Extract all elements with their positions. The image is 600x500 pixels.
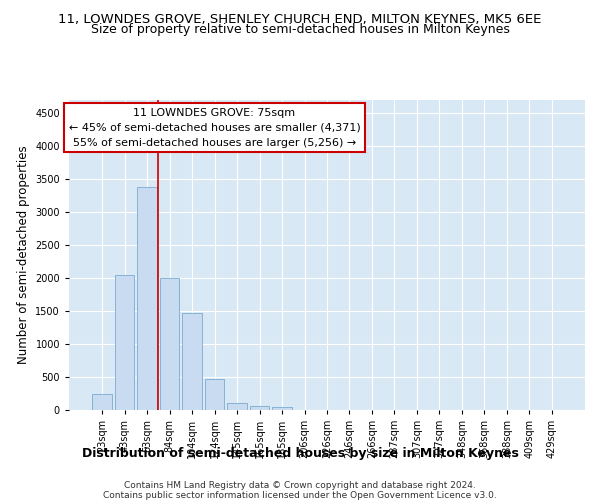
Text: Contains public sector information licensed under the Open Government Licence v3: Contains public sector information licen… (103, 491, 497, 500)
Bar (160, 278, 179, 410)
Y-axis label: Number of semi-detached properties: Number of semi-detached properties (17, 146, 29, 364)
Bar (227, 404, 247, 410)
Text: 11, LOWNDES GROVE, SHENLEY CHURCH END, MILTON KEYNES, MK5 6EE: 11, LOWNDES GROVE, SHENLEY CHURCH END, M… (58, 12, 542, 26)
Bar (205, 378, 224, 410)
Bar (182, 312, 202, 410)
Text: Contains HM Land Registry data © Crown copyright and database right 2024.: Contains HM Land Registry data © Crown c… (124, 481, 476, 490)
Text: Size of property relative to semi-detached houses in Milton Keynes: Size of property relative to semi-detach… (91, 22, 509, 36)
Bar (250, 406, 269, 410)
Bar (137, 188, 157, 410)
Text: Distribution of semi-detached houses by size in Milton Keynes: Distribution of semi-detached houses by … (82, 448, 518, 460)
Text: 11 LOWNDES GROVE: 75sqm
← 45% of semi-detached houses are smaller (4,371)
55% of: 11 LOWNDES GROVE: 75sqm ← 45% of semi-de… (68, 108, 361, 148)
Bar (115, 275, 134, 410)
Bar (92, 394, 112, 410)
Bar (272, 406, 292, 410)
